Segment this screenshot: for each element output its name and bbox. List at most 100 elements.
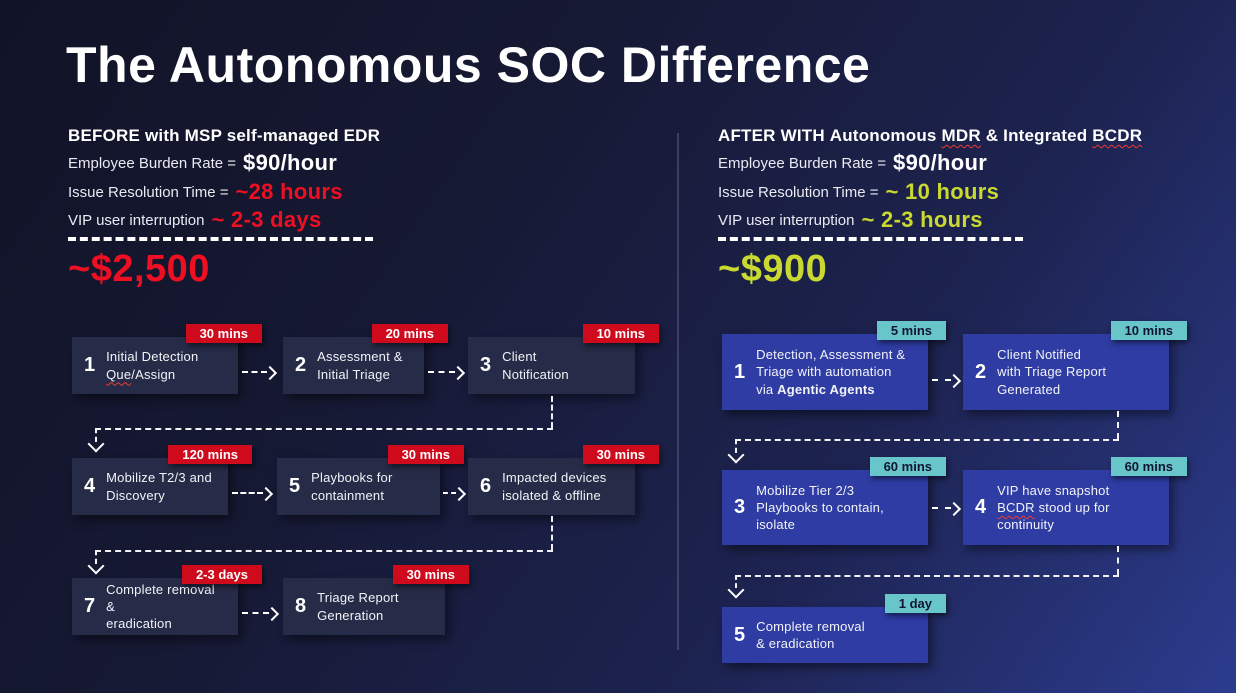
after-vip-interruption-stat: VIP user interruption ~ 2-3 hours — [718, 207, 983, 233]
before-step-2-box: 2 Assessment & Initial Triage 20 mins — [283, 324, 448, 394]
after-total-cost: ~$900 — [718, 248, 828, 290]
step-text: Impacted devices isolated & offline — [502, 470, 607, 503]
step-text: Mobilize Tier 2/3 Playbooks to contain, is… — [756, 482, 884, 533]
stat-value: $90/hour — [243, 150, 338, 175]
page-title: The Autonomous SOC Difference — [66, 37, 871, 93]
before-step-7-box: 7 Complete removal & eradication 2-3 days — [72, 565, 262, 635]
step-text: Client Notification — [502, 349, 569, 382]
step-number: 8 — [295, 595, 307, 617]
dashed-arrow-right-icon — [232, 486, 274, 502]
after-step-5-box: 5 Complete removal & eradication 1 day — [722, 594, 946, 663]
after-burden-rate-stat: Employee Burden Rate = $90/hour — [718, 150, 987, 176]
stat-value: ~ 10 hours — [885, 179, 1000, 204]
column-divider — [677, 133, 679, 650]
stat-value: ~ 2-3 days — [211, 207, 322, 232]
step-number: 1 — [734, 360, 746, 383]
step-text: Detection, Assessment & Triage with autom… — [756, 347, 906, 397]
step-number: 3 — [734, 496, 746, 518]
stat-value: ~28 hours — [235, 179, 343, 204]
arrow-down-icon — [727, 581, 745, 599]
dashed-arrow-right-icon — [443, 486, 467, 502]
duration-badge: 1 day — [884, 594, 946, 613]
dashed-arrow-right-icon — [242, 365, 278, 381]
flow-connector — [95, 428, 553, 430]
before-vip-interruption-stat: VIP user interruption ~ 2-3 days — [68, 207, 321, 233]
stat-value: ~ 2-3 hours — [861, 207, 983, 232]
stat-label: Employee Burden Rate = — [718, 154, 887, 172]
after-step-2-box: 2 Client Notified with Triage Report Gener… — [963, 321, 1187, 410]
flow-connector — [1117, 546, 1119, 575]
before-step-6-box: 6 Impacted devices isolated & offline 30 … — [468, 445, 659, 515]
flow-connector — [735, 439, 1119, 441]
duration-badge: 120 mins — [168, 445, 252, 464]
before-burden-rate-stat: Employee Burden Rate = $90/hour — [68, 150, 337, 176]
step-number: 2 — [975, 360, 987, 383]
before-step-3-box: 3 Client Notification 10 mins — [468, 324, 659, 394]
flow-connector — [735, 575, 1119, 577]
stat-label: VIP user interruption — [68, 211, 205, 229]
duration-badge: 10 mins — [1110, 321, 1187, 340]
flow-connector — [95, 428, 97, 442]
step-number: 7 — [84, 595, 96, 617]
dashed-arrow-right-icon — [932, 373, 962, 389]
step-text: VIP have snapshot BCDR stood up for contin… — [997, 482, 1110, 533]
before-step-8-box: 8 Triage Report Generation 30 mins — [283, 565, 469, 635]
dashed-arrow-right-icon — [428, 365, 466, 381]
after-heading: AFTER WITH Autonomous MDR & Integrated B… — [718, 126, 1143, 145]
dashed-arrow-right-icon — [242, 606, 280, 622]
after-resolution-time-stat: Issue Resolution Time = ~ 10 hours — [718, 179, 999, 205]
after-step-4-box: 4 VIP have snapshot BCDR stood up for cont… — [963, 457, 1187, 545]
step-number: 3 — [480, 354, 492, 376]
arrow-down-icon — [87, 557, 105, 575]
after-step-3-box: 3 Mobilize Tier 2/3 Playbooks to contain,… — [722, 457, 946, 545]
step-text: Assessment & Initial Triage — [317, 349, 403, 382]
arrow-down-icon — [87, 435, 105, 453]
duration-badge: 5 mins — [876, 321, 946, 340]
step-text: Complete removal & eradication — [106, 581, 215, 632]
stat-label: Issue Resolution Time = — [68, 183, 229, 201]
flow-connector — [95, 550, 97, 564]
step-number: 4 — [975, 496, 987, 518]
flow-connector — [735, 439, 737, 453]
step-text: Initial Detection Que/Assign — [106, 349, 199, 382]
duration-badge: 30 mins — [582, 445, 659, 464]
duration-badge: 2-3 days — [181, 565, 262, 584]
duration-badge: 20 mins — [371, 324, 448, 343]
flow-connector — [1117, 411, 1119, 439]
before-step-4-box: 4 Mobilize T2/3 and Discovery 120 mins — [72, 445, 252, 515]
step-text: Mobilize T2/3 and Discovery — [106, 470, 212, 503]
step-text: Client Notified with Triage Report Generat… — [997, 347, 1107, 397]
step-number: 1 — [84, 354, 96, 376]
flow-connector — [95, 550, 553, 552]
step-text: Triage Report Generation — [317, 590, 399, 623]
step-number: 5 — [734, 623, 746, 646]
before-resolution-time-stat: Issue Resolution Time = ~28 hours — [68, 179, 343, 205]
dashed-separator — [718, 237, 1023, 241]
stat-label: Issue Resolution Time = — [718, 183, 879, 201]
dashed-arrow-right-icon — [932, 501, 962, 517]
duration-badge: 30 mins — [185, 324, 262, 343]
arrow-down-icon — [727, 446, 745, 464]
step-number: 6 — [480, 475, 492, 497]
after-step-1-box: 1 Detection, Assessment & Triage with aut… — [722, 321, 946, 410]
duration-badge: 60 mins — [1110, 457, 1187, 476]
flow-connector — [551, 396, 553, 428]
before-total-cost: ~$2,500 — [68, 248, 210, 290]
step-number: 2 — [295, 354, 307, 376]
before-step-5-box: 5 Playbooks for containment 30 mins — [277, 445, 464, 515]
duration-badge: 60 mins — [869, 457, 946, 476]
step-text: Playbooks for containment — [311, 470, 393, 503]
flow-connector — [735, 575, 737, 588]
stat-label: VIP user interruption — [718, 211, 855, 229]
duration-badge: 30 mins — [392, 565, 469, 584]
before-heading: BEFORE with MSP self-managed EDR — [68, 126, 381, 145]
duration-badge: 10 mins — [582, 324, 659, 343]
before-step-1-box: 1 Initial Detection Que/Assign 30 mins — [72, 324, 262, 394]
stat-value: $90/hour — [893, 150, 988, 175]
dashed-separator — [68, 237, 373, 241]
step-number: 5 — [289, 475, 301, 497]
step-text: Complete removal & eradication — [756, 618, 865, 651]
stat-label: Employee Burden Rate = — [68, 154, 237, 172]
duration-badge: 30 mins — [387, 445, 464, 464]
